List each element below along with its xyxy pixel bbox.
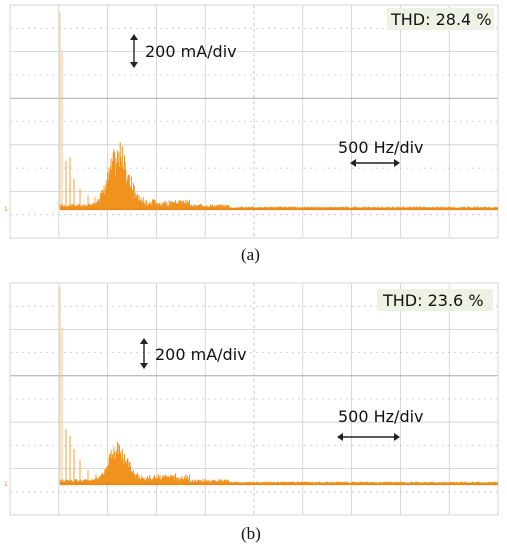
spectrum-panel-b: 1 THD: 23.6 % 200 mA/div 500 Hz/div (b) (4, 282, 499, 543)
amplitude-scale-label-b: 200 mA/div (155, 345, 247, 364)
thd-value-b: THD: 23.6 % (382, 291, 484, 310)
frequency-scale-arrow-b (337, 433, 400, 441)
spectrum-trace-a: 1 (4, 12, 498, 213)
scope-border-a (9, 4, 499, 239)
svg-text:1: 1 (4, 481, 8, 488)
frequency-scale-label-a: 500 Hz/div (338, 138, 424, 157)
caption-a: (a) (241, 245, 260, 264)
amplitude-scale-arrow-a (130, 34, 138, 68)
spectrum-trace-b: 1 (4, 287, 498, 488)
scope-border-b (9, 282, 499, 516)
svg-text:1: 1 (4, 206, 8, 213)
frequency-scale-arrow-a (350, 159, 400, 167)
thd-badge-a (387, 8, 494, 30)
thd-badge-b (377, 289, 493, 311)
amplitude-scale-arrow-b (140, 338, 148, 369)
scope-grid-a (10, 5, 498, 238)
spectrum-panel-a: 1 THD: 28.4 % 200 mA/div 500 Hz/div (a) (4, 4, 499, 264)
caption-b: (b) (241, 524, 261, 543)
frequency-scale-label-b: 500 Hz/div (338, 407, 424, 426)
amplitude-scale-label-a: 200 mA/div (145, 42, 237, 61)
thd-value-a: THD: 28.4 % (390, 10, 492, 29)
